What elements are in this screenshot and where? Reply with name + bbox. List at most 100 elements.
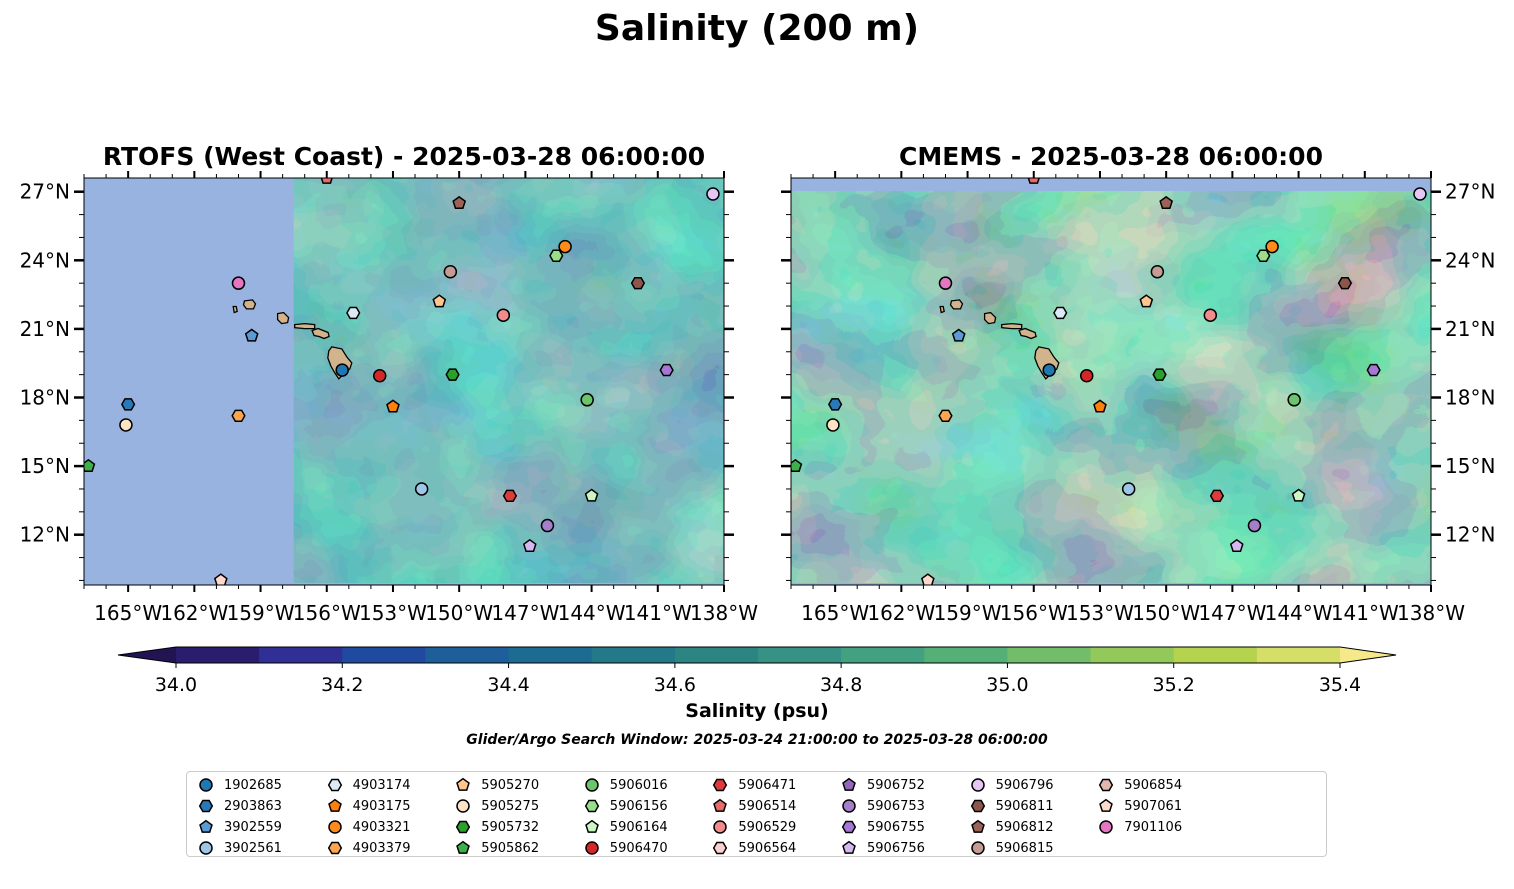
lon-tick-label: 153°W	[1066, 601, 1134, 625]
legend-marker-5906812	[970, 819, 985, 833]
lon-tick-label: 153°W	[359, 601, 427, 625]
legend-item: 5906752	[841, 775, 925, 795]
map-panel-cmems: 165°W162°W159°W156°W153°W150°W147°W144°W…	[781, 160, 1495, 625]
legend-item: 5906016	[584, 775, 668, 795]
float-marker-7901106	[938, 276, 953, 290]
colorbar-segment	[924, 647, 1008, 663]
legend-marker	[199, 778, 213, 792]
island-niihau	[939, 305, 945, 314]
masked-region	[791, 178, 1431, 191]
legend-marker-5906470	[585, 841, 599, 855]
legend-marker-5906756	[842, 840, 856, 854]
lat-tick-label: 27°N	[1445, 180, 1495, 204]
float-marker-5906564	[1050, 161, 1063, 172]
legend-marker	[456, 840, 471, 854]
legend-label: 5906796	[995, 777, 1054, 793]
legend-marker-5906752	[842, 777, 856, 791]
float-marker-4903321	[1265, 239, 1279, 254]
float-marker-4903175	[386, 399, 400, 413]
legend-label: 5906164	[609, 819, 668, 835]
float-marker-5906796	[1413, 187, 1427, 201]
lon-tick-label: 147°W	[491, 601, 559, 625]
lon-tick-label: 156°W	[293, 601, 361, 625]
float-marker-3902561	[1121, 482, 1136, 496]
legend-marker-5906164	[584, 819, 599, 833]
float-marker-5906753	[540, 518, 555, 533]
figure-canvas: 165°W162°W159°W156°W153°W150°W147°W144°W…	[20, 157, 1495, 696]
colorbar-segment	[674, 647, 759, 663]
colorbar-segment	[1256, 647, 1341, 663]
float-marker-5906755	[1366, 363, 1381, 377]
legend-marker	[585, 778, 599, 792]
lat-tick-label: 21°N	[1445, 317, 1495, 341]
legend-marker	[713, 778, 728, 792]
float-marker-5906156	[1256, 249, 1271, 262]
legend-item: 3902561	[198, 838, 282, 858]
legend-label: 3902559	[224, 819, 282, 835]
lat-tick-label: 12°N	[20, 523, 70, 547]
float-marker-4903379	[938, 409, 953, 422]
float-marker-5906756	[1229, 538, 1244, 552]
float-marker-5906812	[452, 195, 467, 209]
float-marker-7901106	[231, 276, 246, 290]
legend-item: 5906854	[1098, 775, 1182, 795]
lon-tick-label: 138°W	[690, 601, 758, 625]
legend-marker-1902685	[199, 778, 213, 792]
float-marker-5906812	[1159, 195, 1174, 209]
legend-item: 5906811	[970, 796, 1054, 816]
legend-marker-2903863	[198, 799, 214, 813]
legend-label: 5906854	[1124, 777, 1183, 793]
float-marker-1902685	[1042, 363, 1056, 377]
island-kauai	[242, 299, 257, 310]
float-marker-5906752	[1376, 160, 1388, 171]
float-marker-4903379	[231, 409, 246, 422]
float-marker-5906470	[372, 369, 387, 383]
legend-marker	[199, 841, 213, 855]
colorbar-tick-label: 34.0	[155, 674, 197, 696]
legend-marker	[327, 841, 342, 855]
colorbar-segment	[841, 647, 925, 663]
legend-item: 5905270	[455, 775, 539, 795]
lon-tick-label: 159°W	[227, 601, 295, 625]
lat-tick-label: 24°N	[1445, 248, 1495, 272]
lon-tick-label: 159°W	[934, 601, 1002, 625]
legend-label: 4903175	[352, 798, 411, 814]
legend-label: 3902561	[224, 840, 282, 856]
colorbar-segment	[508, 647, 593, 663]
legend-item: 2903863	[198, 796, 282, 816]
island-oahu	[276, 311, 290, 325]
float-marker-5906164	[584, 488, 599, 502]
legend-marker-5906514	[713, 798, 728, 812]
float-marker-5906529	[496, 308, 511, 322]
colorbar-extend-under	[118, 647, 176, 663]
float-marker-2903863	[120, 398, 136, 411]
legend-label: 5906752	[867, 777, 925, 793]
legend-marker	[842, 799, 856, 813]
legend-marker-5905275	[456, 799, 470, 813]
float-marker-5905732	[445, 368, 460, 381]
legend-label: 5906470	[609, 840, 668, 856]
legend-marker-5906854	[1099, 778, 1114, 792]
lon-tick-label: 144°W	[558, 601, 626, 625]
legend-marker	[585, 841, 599, 855]
float-marker-3902559	[244, 328, 259, 342]
legend-marker-5906016	[585, 778, 599, 792]
colorbar-tick-label: 35.4	[1319, 674, 1361, 696]
float-marker-5906854	[371, 157, 384, 168]
map-panel-rtofs: 165°W162°W159°W156°W153°W150°W147°W144°W…	[20, 157, 758, 625]
float-marker-5906471	[502, 489, 518, 503]
legend-marker-5906564	[713, 841, 728, 855]
legend-item: 3902559	[198, 817, 282, 837]
colorbar-tick-label: 35.0	[986, 674, 1028, 696]
legend-marker	[1099, 820, 1113, 834]
colorbar-segment	[591, 647, 676, 663]
colorbar-extend-over	[1340, 647, 1396, 663]
float-marker-5906753	[1247, 518, 1262, 533]
legend-item: 1902685	[198, 775, 282, 795]
masked-region	[84, 178, 294, 585]
legend-marker-5907061	[1099, 798, 1114, 812]
legend-marker-7901106	[1099, 820, 1113, 834]
legend-item: 4903175	[327, 796, 411, 816]
float-marker-5906470	[1079, 369, 1094, 383]
float-marker-5905862	[791, 458, 803, 472]
